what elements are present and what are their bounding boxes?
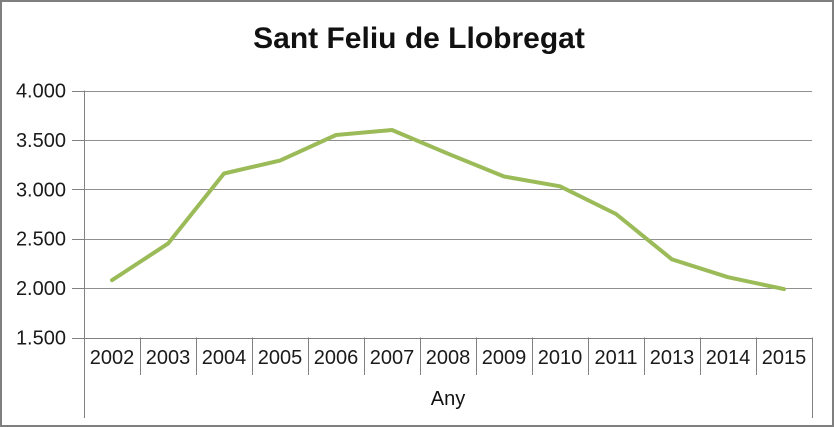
y-tick-label: 1.500 xyxy=(16,328,66,350)
x-axis-title: Any xyxy=(430,388,466,410)
grid-and-axes xyxy=(72,90,813,418)
x-tick-label: 2011 xyxy=(594,347,637,369)
x-tick-label: 2006 xyxy=(314,347,359,369)
x-tick-label: 2008 xyxy=(426,347,471,369)
y-tick-label: 3.500 xyxy=(16,130,66,152)
axis-labels: 1.500 2.000 2.500 3.000 3.500 4.000 2002 2003 20… xyxy=(16,81,806,370)
x-tick-label: 2013 xyxy=(650,347,695,369)
y-tick-label: 2.500 xyxy=(16,229,66,251)
data-series-line xyxy=(110,128,786,292)
x-tick-label: 2010 xyxy=(538,347,583,369)
x-tick-label: 2005 xyxy=(258,347,303,369)
y-tick-label: 3.000 xyxy=(16,179,66,201)
x-tick-label: 2015 xyxy=(762,347,807,369)
x-tick-label: 2002 xyxy=(90,347,135,369)
x-tick-label: 2003 xyxy=(146,347,191,369)
x-tick-label: 2004 xyxy=(202,347,247,369)
y-tick-label: 4.000 xyxy=(16,81,66,103)
chart-title: Sant Feliu de Llobregat xyxy=(253,22,585,55)
x-tick-label: 2007 xyxy=(370,347,415,369)
x-tick-label: 2014 xyxy=(706,347,751,369)
y-tick-label: 2.000 xyxy=(16,278,66,300)
x-tick-label: 2009 xyxy=(482,347,527,369)
